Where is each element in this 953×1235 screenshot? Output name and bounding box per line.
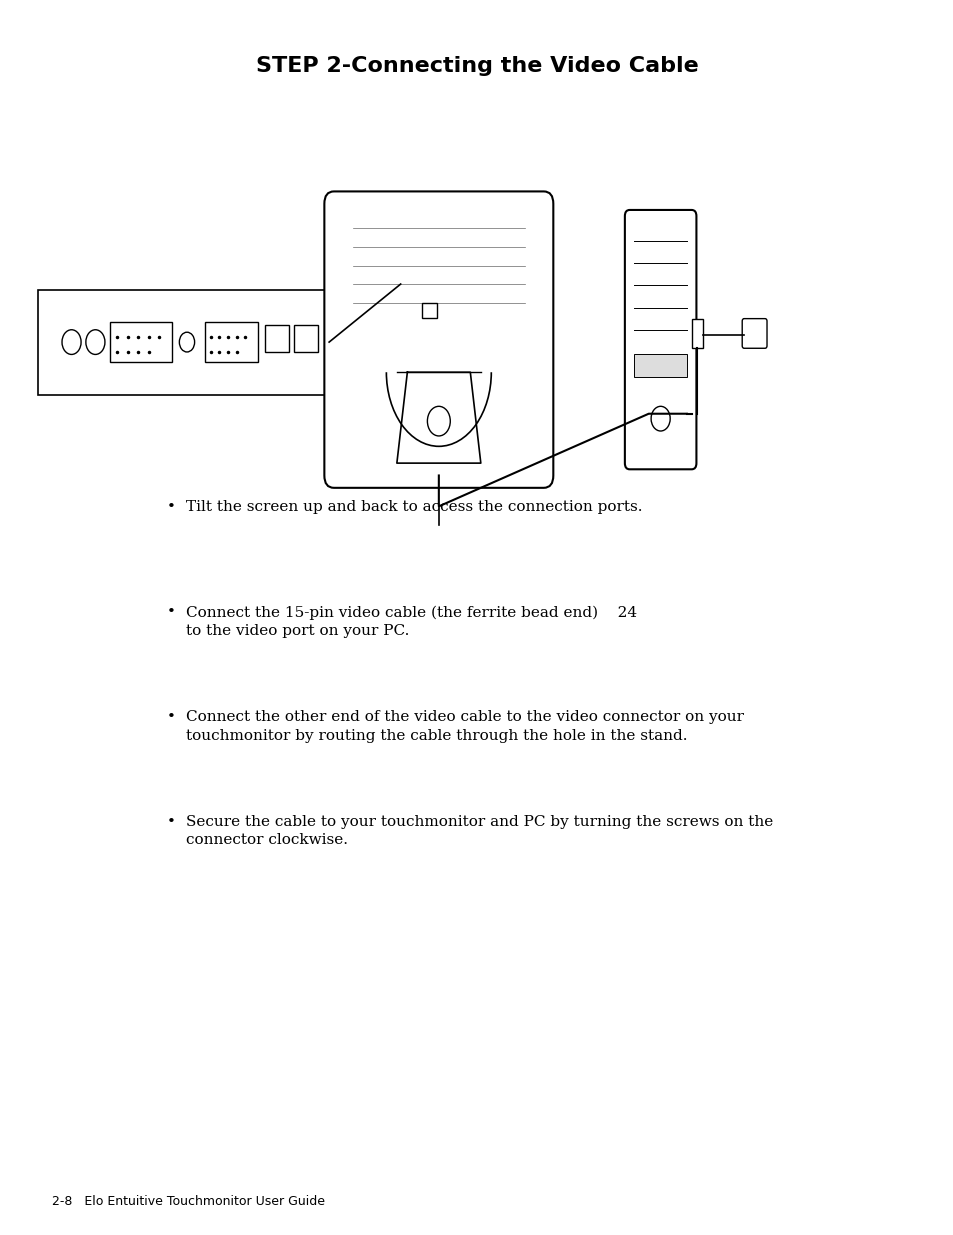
FancyBboxPatch shape — [324, 191, 553, 488]
FancyBboxPatch shape — [38, 290, 334, 395]
FancyBboxPatch shape — [265, 325, 289, 352]
FancyBboxPatch shape — [294, 325, 317, 352]
Text: •: • — [167, 500, 175, 514]
FancyBboxPatch shape — [691, 319, 702, 348]
Circle shape — [427, 406, 450, 436]
Text: Secure the cable to your touchmonitor and PC by turning the screws on the
connec: Secure the cable to your touchmonitor an… — [186, 815, 773, 847]
FancyBboxPatch shape — [741, 319, 766, 348]
FancyBboxPatch shape — [110, 322, 172, 362]
Circle shape — [651, 406, 669, 431]
FancyBboxPatch shape — [634, 354, 686, 377]
Text: •: • — [167, 710, 175, 724]
Text: •: • — [167, 605, 175, 619]
FancyBboxPatch shape — [421, 303, 436, 317]
Circle shape — [86, 330, 105, 354]
Text: Tilt the screen up and back to access the connection ports.: Tilt the screen up and back to access th… — [186, 500, 642, 514]
Text: Connect the other end of the video cable to the video connector on your
touchmon: Connect the other end of the video cable… — [186, 710, 743, 742]
Text: 2-8   Elo Entuitive Touchmonitor User Guide: 2-8 Elo Entuitive Touchmonitor User Guid… — [52, 1194, 325, 1208]
FancyBboxPatch shape — [624, 210, 696, 469]
FancyBboxPatch shape — [205, 322, 257, 362]
Circle shape — [179, 332, 194, 352]
Circle shape — [62, 330, 81, 354]
Text: Connect the 15-pin video cable (the ferrite bead end)    24
to the video port on: Connect the 15-pin video cable (the ferr… — [186, 605, 637, 638]
Text: STEP 2-Connecting the Video Cable: STEP 2-Connecting the Video Cable — [255, 56, 698, 75]
Text: •: • — [167, 815, 175, 829]
